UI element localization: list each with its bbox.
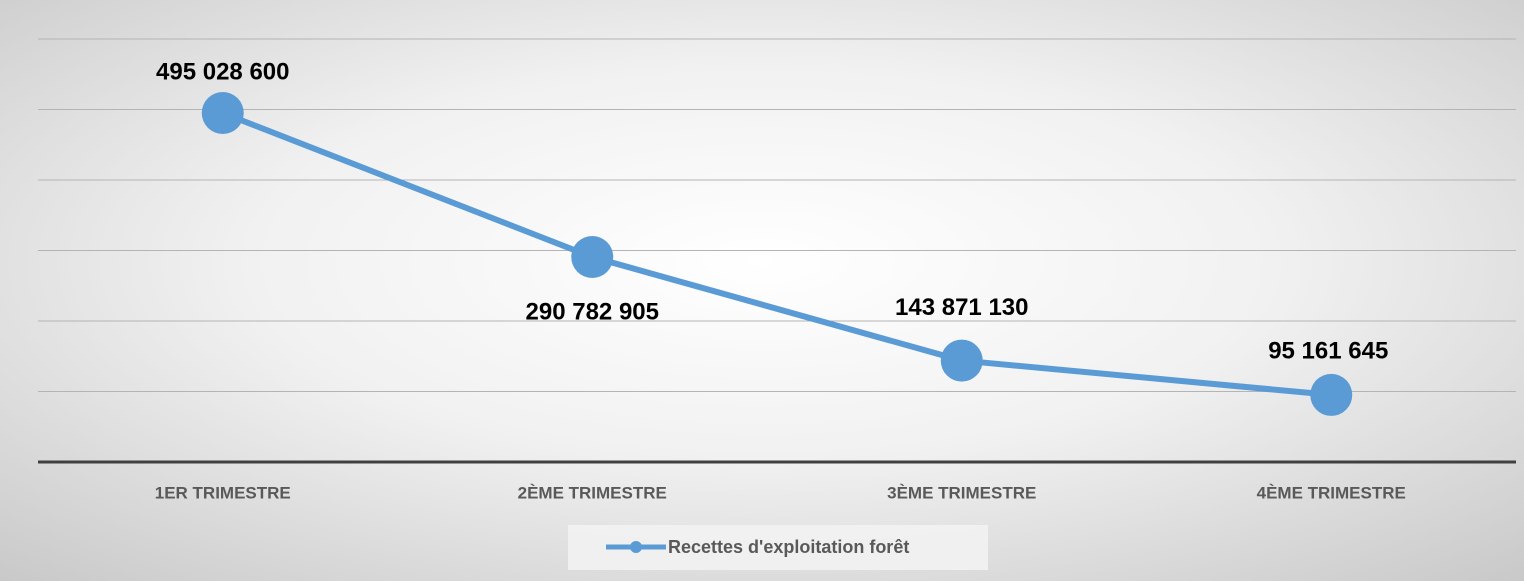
data-label: 95 161 645 bbox=[1268, 337, 1388, 364]
data-point bbox=[571, 235, 614, 278]
data-point bbox=[940, 339, 983, 382]
x-tick-label: 4ÈME TRIMESTRE bbox=[1257, 483, 1406, 502]
legend-label: Recettes d'exploitation forêt bbox=[668, 537, 909, 557]
data-label: 495 028 600 bbox=[156, 58, 289, 85]
x-tick-label: 3ÈME TRIMESTRE bbox=[887, 483, 1036, 502]
data-label: 143 871 130 bbox=[895, 294, 1028, 321]
legend-marker bbox=[630, 541, 642, 553]
data-point bbox=[1310, 373, 1353, 416]
data-label: 290 782 905 bbox=[526, 298, 659, 325]
x-tick-label: 1ER TRIMESTRE bbox=[155, 483, 291, 502]
line-series bbox=[221, 110, 1332, 398]
x-tick-label: 2ÈME TRIMESTRE bbox=[518, 483, 667, 502]
data-point bbox=[201, 92, 244, 135]
